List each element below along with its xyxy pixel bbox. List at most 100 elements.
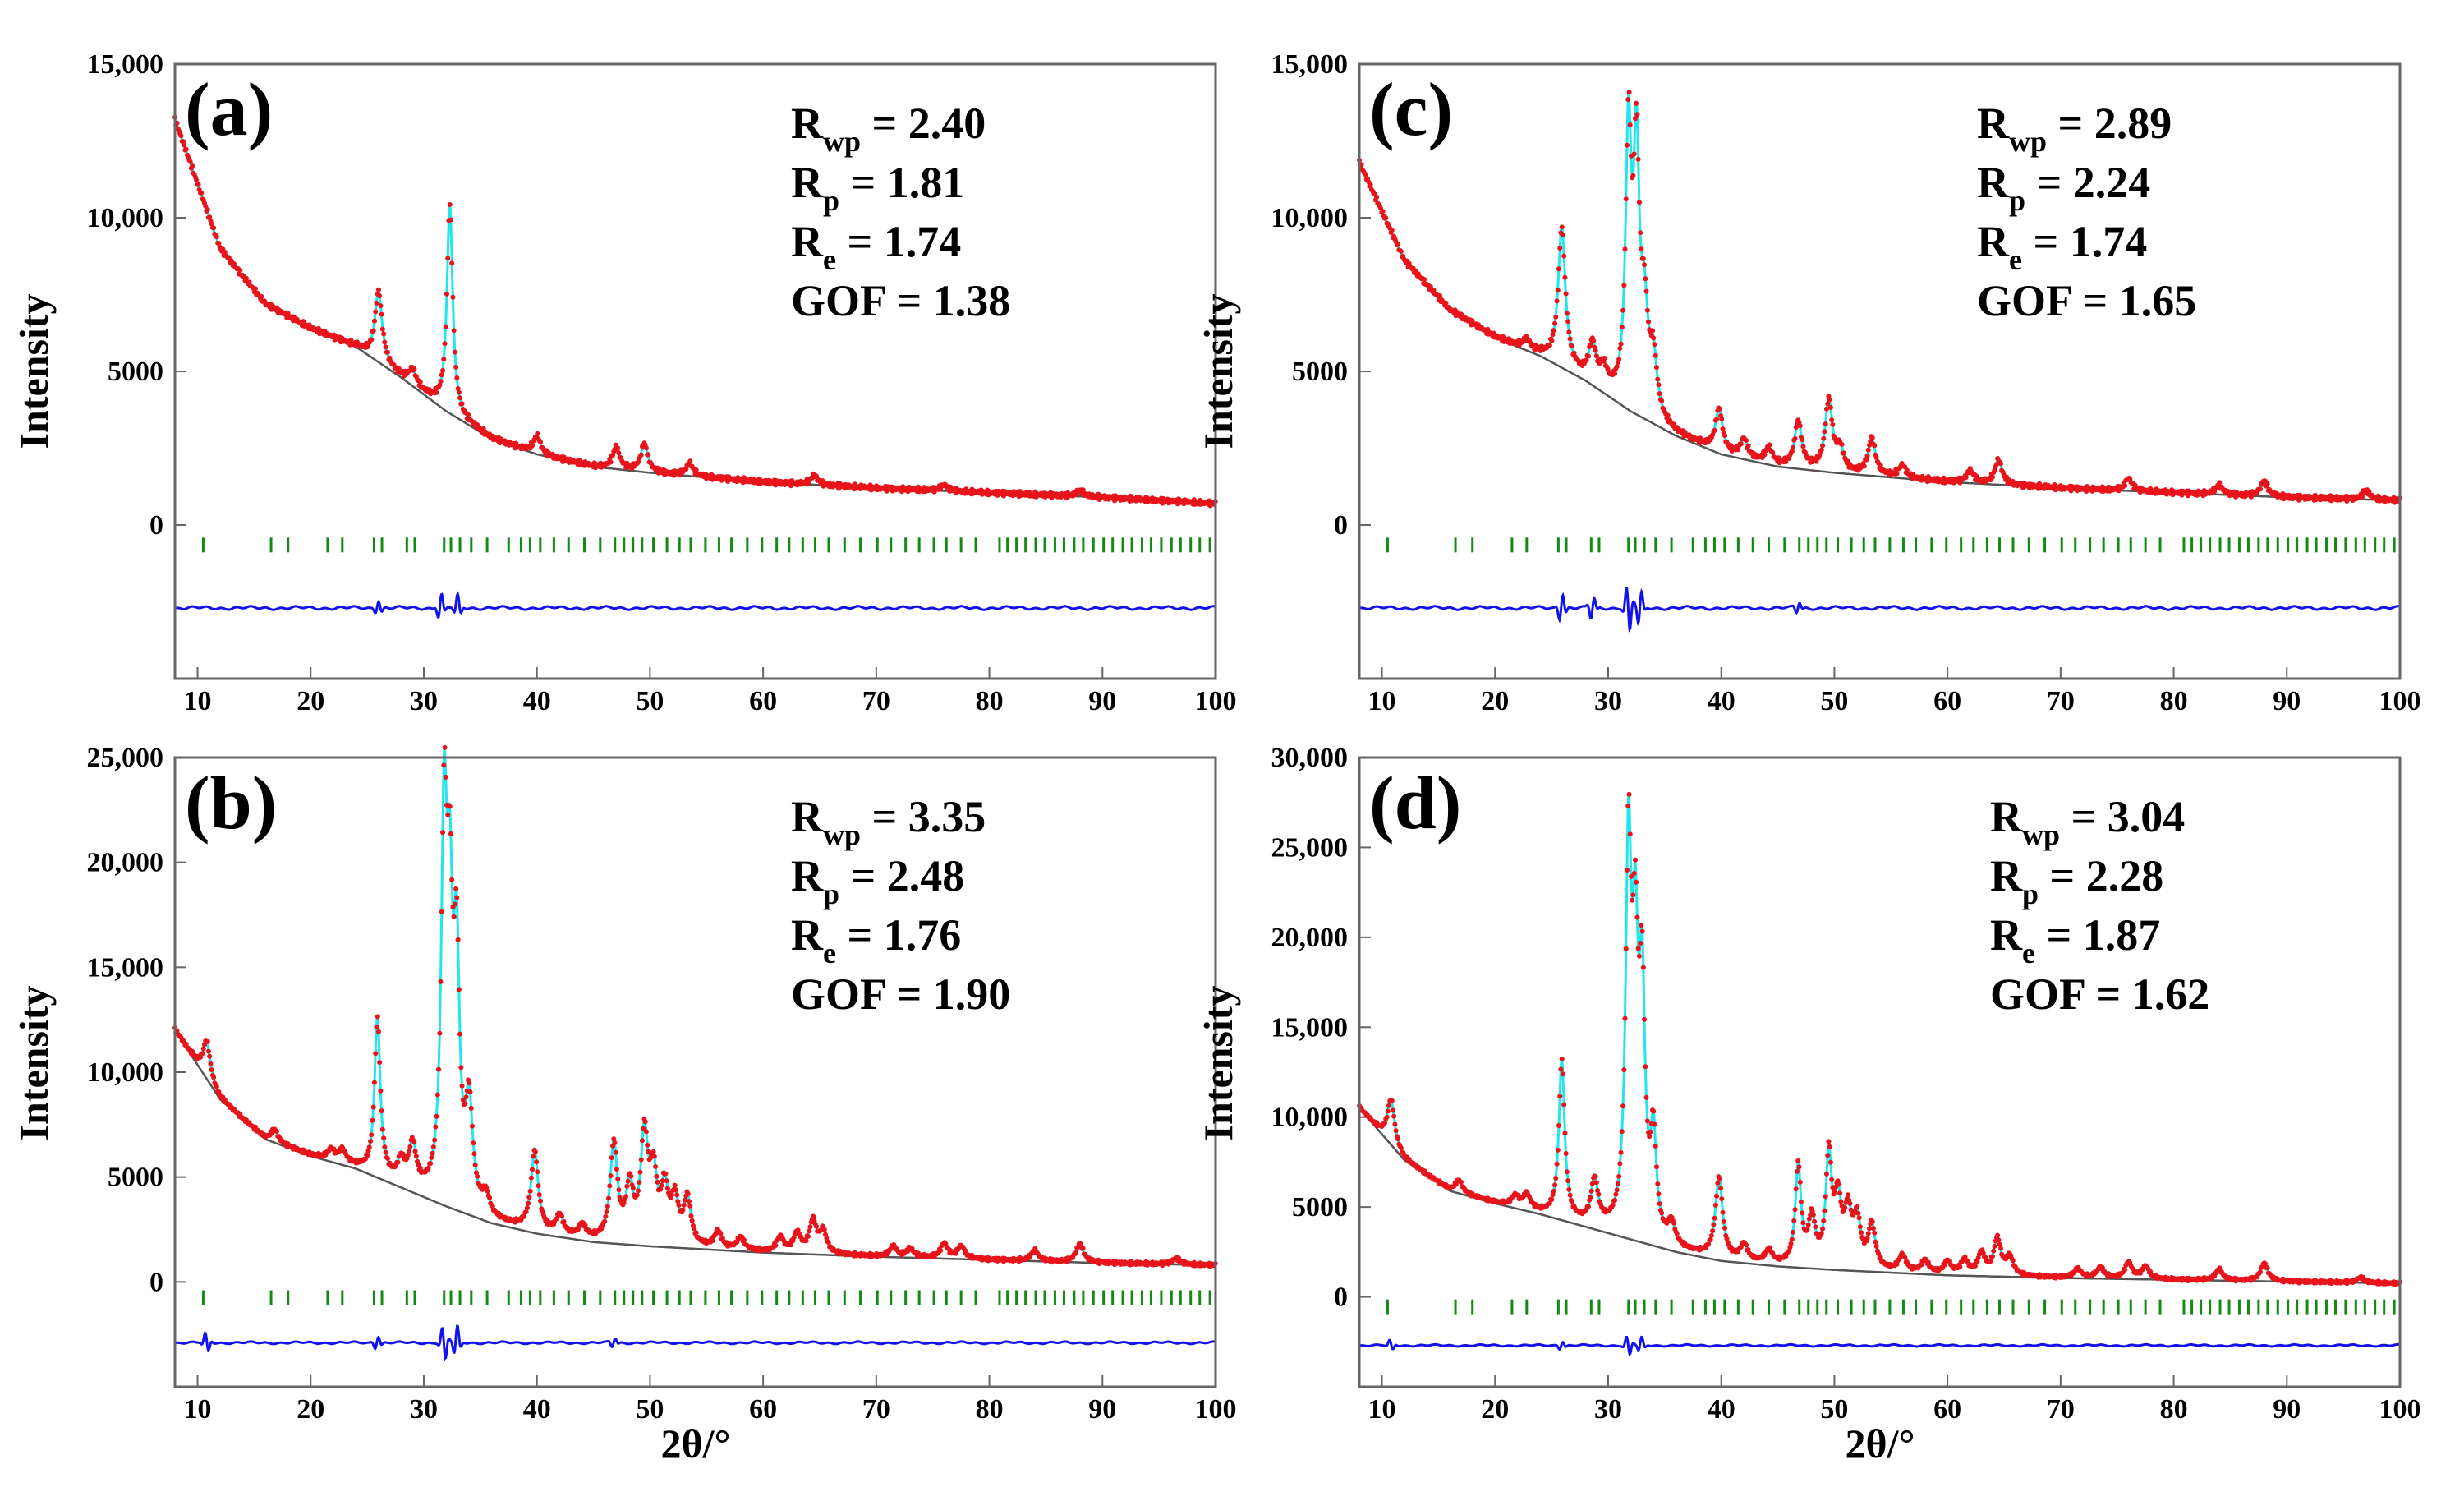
panel-d-letter: (d) bbox=[1369, 761, 1461, 845]
panel-b-xtick-label: 20 bbox=[297, 1394, 324, 1425]
panel-c-frame bbox=[1358, 62, 2402, 680]
panel-a-xtick-label: 10 bbox=[184, 686, 212, 716]
panel-a-stat-p: Rp = 1.81 bbox=[791, 158, 964, 217]
panel-d-stat-e: Re = 1.87 bbox=[1990, 910, 2160, 969]
panel-b-xtick-label: 10 bbox=[184, 1394, 212, 1425]
panel-a-background-line bbox=[173, 118, 1216, 505]
panel-c-stat-e: Re = 1.74 bbox=[1977, 217, 2147, 276]
panel-c-stat-wp: Rwp = 2.89 bbox=[1977, 99, 2172, 158]
panel-d-ytick-label: 15,000 bbox=[1271, 1012, 1349, 1043]
panel-d-xtick-label: 20 bbox=[1481, 1394, 1509, 1425]
panel-d-stat-wp: Rwp = 3.04 bbox=[1990, 792, 2185, 851]
panel-a-ytick-label: 5000 bbox=[108, 357, 163, 387]
panel-c-xtick-label: 60 bbox=[1933, 686, 1961, 716]
panel-c-xtick-label: 30 bbox=[1594, 686, 1622, 716]
panel-d-x-axis-title: 2θ/° bbox=[1846, 1421, 1915, 1467]
panel-c-xtick-label: 40 bbox=[1708, 686, 1735, 716]
panel-a-stat-e: Re = 1.74 bbox=[791, 217, 961, 276]
panel-d-xtick-label: 80 bbox=[2160, 1394, 2188, 1425]
panel-c: 15,000 10,000 5000 0 10 20 30 40 50 60 70 80 90 100 (… bbox=[1195, 49, 2421, 716]
panel-d-stat-gof: GOF = 1.62 bbox=[1990, 969, 2209, 1019]
panel-c-difference-line bbox=[1358, 587, 2401, 633]
panel-b-axes-layer: 25,000 20,000 15,000 10,000 5000 0 10 20 30 40 50 6… bbox=[87, 743, 1237, 1425]
panel-d: 30,000 25,000 20,000 15,000 10,000 5000 0 10 20 3… bbox=[1195, 743, 2421, 1467]
panel-d-xtick-label: 100 bbox=[2379, 1394, 2421, 1425]
panel-c-ytick-label: 10,000 bbox=[1271, 203, 1349, 233]
panel-c-xtick-label: 70 bbox=[2047, 686, 2075, 716]
panel-c-stat-gof: GOF = 1.65 bbox=[1977, 276, 2196, 325]
panel-d-ytick-label: 0 bbox=[1334, 1282, 1348, 1313]
panel-d-xtick-label: 10 bbox=[1368, 1394, 1396, 1425]
panel-a-ytick-label: 15,000 bbox=[87, 49, 164, 80]
panel-b-xtick-label: 40 bbox=[523, 1394, 551, 1425]
panel-c-xtick-label: 100 bbox=[2379, 686, 2421, 716]
panel-d-y-axis-title: Intensity bbox=[1195, 986, 1241, 1141]
panel-b-data-layer bbox=[172, 744, 1218, 1361]
panel-b-x-axis-title: 2θ/° bbox=[661, 1421, 731, 1467]
panel-b-xtick-label: 70 bbox=[862, 1394, 890, 1425]
panel-b-ytick-label: 15,000 bbox=[87, 952, 164, 983]
panel-d-ytick-label: 5000 bbox=[1292, 1192, 1348, 1223]
panel-a-xtick-label: 20 bbox=[297, 686, 324, 716]
panel-b-ytick-label: 25,000 bbox=[87, 743, 164, 773]
panel-a-observed-points bbox=[172, 114, 1218, 509]
panel-b-stat-p: Rp = 2.48 bbox=[791, 851, 964, 910]
panel-d-ytick-label: 20,000 bbox=[1271, 923, 1349, 953]
panel-a-xtick-label: 90 bbox=[1088, 686, 1116, 716]
panel-b-difference-line bbox=[174, 1324, 1216, 1361]
panel-b: 25,000 20,000 15,000 10,000 5000 0 10 20 30 40 50 6… bbox=[11, 743, 1237, 1467]
panel-b-ytick-label: 5000 bbox=[108, 1163, 163, 1193]
panel-c-background-line bbox=[1358, 162, 2400, 502]
panel-b-calculated-line bbox=[173, 748, 1216, 1267]
panel-c-xtick-label: 10 bbox=[1368, 686, 1396, 716]
panel-d-bragg-ticks bbox=[1386, 1299, 2396, 1315]
panel-c-xtick-label: 20 bbox=[1481, 686, 1509, 716]
panel-a-xtick-label: 50 bbox=[636, 686, 664, 716]
panel-c-xtick-label: 90 bbox=[2273, 686, 2301, 716]
panel-c-y-axis-title: Intensity bbox=[1195, 294, 1241, 449]
panel-d-frame bbox=[1358, 756, 2402, 1388]
panel-d-xtick-label: 90 bbox=[2273, 1394, 2301, 1425]
panel-a-data-layer bbox=[172, 114, 1218, 619]
panel-a-xtick-label: 80 bbox=[976, 686, 1004, 716]
panel-c-axes-layer: 15,000 10,000 5000 0 10 20 30 40 50 60 70 80 90 100 bbox=[1271, 49, 2421, 716]
panel-a-xtick-label: 100 bbox=[1195, 686, 1237, 716]
panel-b-stat-gof: GOF = 1.90 bbox=[791, 969, 1010, 1019]
panel-d-xtick-label: 60 bbox=[1933, 1394, 1961, 1425]
panel-a-bragg-ticks bbox=[201, 537, 1211, 553]
panel-d-data-layer bbox=[1357, 791, 2402, 1356]
panel-b-ytick-label: 10,000 bbox=[87, 1057, 164, 1088]
panel-d-stat-p: Rp = 2.28 bbox=[1990, 851, 2163, 910]
panel-a-xtick-label: 30 bbox=[410, 686, 438, 716]
panel-b-frame bbox=[173, 756, 1217, 1388]
panel-a-stat-wp: Rwp = 2.40 bbox=[791, 99, 986, 158]
panel-c-letter: (c) bbox=[1369, 67, 1453, 151]
panel-c-calculated-line bbox=[1358, 90, 2400, 502]
panel-b-xtick-label: 60 bbox=[749, 1394, 777, 1425]
panel-c-ytick-label: 5000 bbox=[1292, 357, 1348, 387]
panel-d-ytick-label: 30,000 bbox=[1271, 743, 1349, 773]
panel-a-ytick-label: 10,000 bbox=[87, 203, 164, 233]
panel-d-ytick-label: 25,000 bbox=[1271, 832, 1349, 863]
panel-a-axes-layer: 15,000 10,000 5000 0 10 20 30 40 50 60 70 80 90 100 bbox=[87, 49, 1237, 716]
panel-c-stat-p: Rp = 2.24 bbox=[1977, 158, 2150, 217]
panel-d-ytick-label: 10,000 bbox=[1271, 1103, 1349, 1133]
panel-d-xtick-label: 30 bbox=[1594, 1394, 1622, 1425]
panel-a-frame bbox=[173, 62, 1217, 680]
panel-b-xtick-label: 100 bbox=[1195, 1394, 1237, 1425]
panel-d-observed-points bbox=[1357, 791, 2402, 1287]
panel-b-letter: (b) bbox=[185, 761, 277, 845]
panel-d-xtick-label: 40 bbox=[1708, 1394, 1735, 1425]
panel-a: 15,000 10,000 5000 0 10 20 30 40 50 60 70 80 90 100 (… bbox=[11, 49, 1237, 716]
panel-b-ytick-label: 0 bbox=[149, 1267, 163, 1297]
panel-b-xtick-label: 30 bbox=[410, 1394, 438, 1425]
panel-a-calculated-line bbox=[173, 118, 1216, 505]
panel-b-observed-points bbox=[172, 744, 1218, 1269]
panel-a-ytick-label: 0 bbox=[149, 510, 163, 541]
panel-a-stat-gof: GOF = 1.38 bbox=[791, 276, 1010, 325]
